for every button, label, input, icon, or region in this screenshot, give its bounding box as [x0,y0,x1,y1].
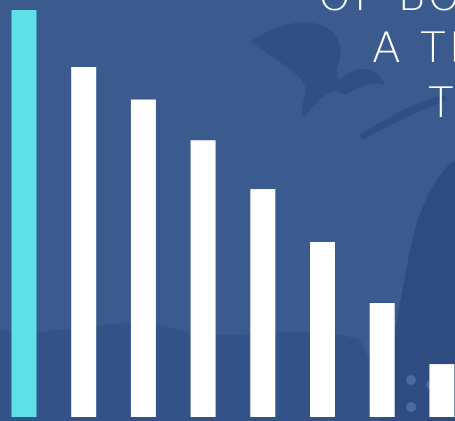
headline-line: OF BOO [318,0,455,20]
decor-branch [360,95,448,140]
decor-leaf [250,22,385,117]
decor-plant [380,160,455,421]
bar [369,303,395,417]
bar [429,364,455,417]
decor-dot [406,375,416,385]
bar [130,99,156,417]
headline-line: A TR [372,23,455,72]
bar [190,140,216,418]
bar [71,66,97,417]
bar [250,189,276,417]
bar [310,241,335,417]
headline-line: T [428,78,455,127]
bar [11,10,37,417]
decor-dot [406,402,416,412]
